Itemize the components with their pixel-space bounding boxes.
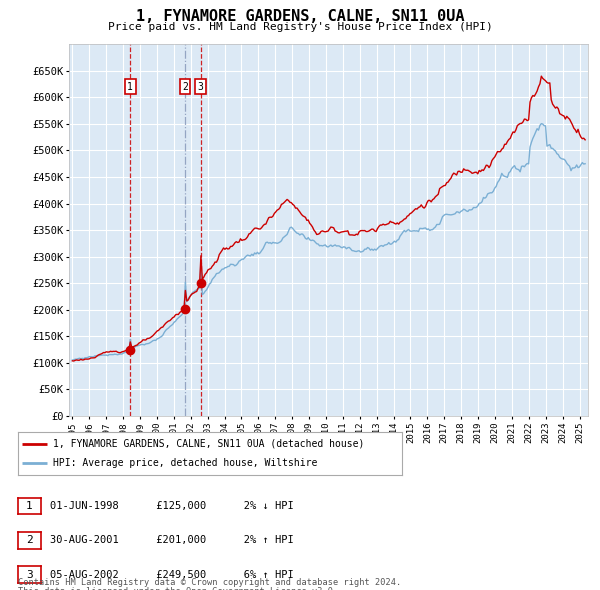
Text: 1: 1 bbox=[26, 502, 33, 511]
Text: Contains HM Land Registry data © Crown copyright and database right 2024.: Contains HM Land Registry data © Crown c… bbox=[18, 578, 401, 587]
Text: 1: 1 bbox=[127, 82, 133, 91]
Text: 3: 3 bbox=[26, 570, 33, 579]
Text: 2: 2 bbox=[182, 82, 188, 91]
Text: 30-AUG-2001      £201,000      2% ↑ HPI: 30-AUG-2001 £201,000 2% ↑ HPI bbox=[50, 536, 293, 545]
Text: 01-JUN-1998      £125,000      2% ↓ HPI: 01-JUN-1998 £125,000 2% ↓ HPI bbox=[50, 502, 293, 511]
Text: 05-AUG-2002      £249,500      6% ↑ HPI: 05-AUG-2002 £249,500 6% ↑ HPI bbox=[50, 570, 293, 579]
Text: Price paid vs. HM Land Registry's House Price Index (HPI): Price paid vs. HM Land Registry's House … bbox=[107, 22, 493, 32]
Text: 1, FYNAMORE GARDENS, CALNE, SN11 0UA: 1, FYNAMORE GARDENS, CALNE, SN11 0UA bbox=[136, 9, 464, 24]
Text: 2: 2 bbox=[26, 536, 33, 545]
Text: This data is licensed under the Open Government Licence v3.0.: This data is licensed under the Open Gov… bbox=[18, 587, 338, 590]
Text: 3: 3 bbox=[198, 82, 203, 91]
Text: 1, FYNAMORE GARDENS, CALNE, SN11 0UA (detached house): 1, FYNAMORE GARDENS, CALNE, SN11 0UA (de… bbox=[53, 439, 364, 449]
Text: HPI: Average price, detached house, Wiltshire: HPI: Average price, detached house, Wilt… bbox=[53, 458, 317, 468]
